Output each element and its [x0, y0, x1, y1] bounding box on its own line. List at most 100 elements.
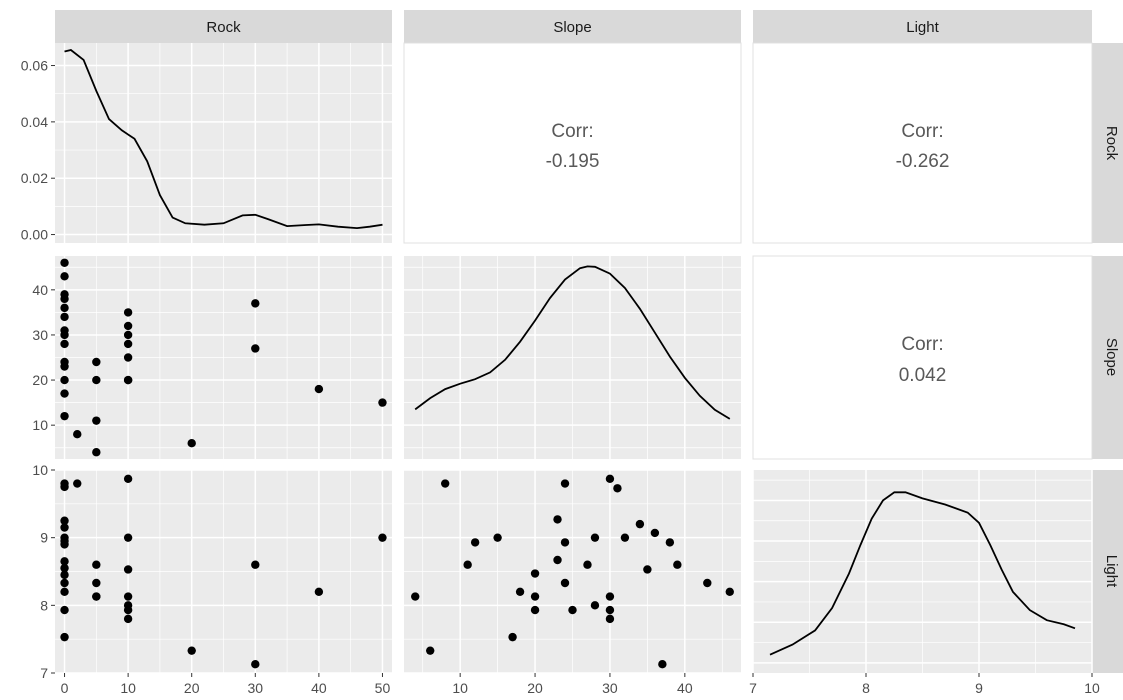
- corr-value: -0.262: [896, 151, 950, 172]
- point-rock-slope: [92, 416, 101, 425]
- point-slope-light: [515, 587, 525, 596]
- point-rock-light: [251, 660, 260, 669]
- point-rock-light: [123, 614, 133, 624]
- point-rock-slope: [187, 439, 196, 448]
- point-rock-light: [60, 632, 69, 642]
- column-strip-label-slope: Slope: [553, 19, 591, 36]
- point-slope-light: [440, 479, 450, 488]
- grid-rock-density: [55, 43, 392, 243]
- x-tick-label: 20: [184, 680, 200, 696]
- row-strip-label-rock: Rock: [1103, 126, 1120, 161]
- point-rock-light: [378, 533, 387, 542]
- point-rock-slope: [123, 308, 133, 317]
- x-tick-label: 30: [602, 680, 618, 696]
- y-tick-label: 20: [32, 372, 48, 388]
- column-strip-slope: Slope: [404, 10, 741, 43]
- point-rock-slope: [60, 411, 69, 421]
- point-slope-light: [635, 519, 645, 529]
- point-slope-light: [560, 578, 570, 588]
- y-tick-label: 30: [32, 327, 48, 343]
- point-slope-light: [590, 533, 600, 542]
- row-strip-slope: Slope: [1092, 256, 1123, 459]
- point-rock-slope: [73, 429, 82, 439]
- y-tick-label: 9: [40, 530, 48, 546]
- row-strip-rock: Rock: [1092, 43, 1123, 243]
- point-rock-slope: [60, 258, 69, 267]
- corr-label: Corr:: [901, 334, 943, 355]
- point-slope-light: [493, 533, 502, 542]
- point-rock-slope: [92, 448, 101, 457]
- y-tick-label: 0.06: [21, 58, 48, 74]
- corr-label: Corr:: [551, 121, 593, 142]
- point-slope-light: [605, 474, 615, 483]
- point-slope-light: [583, 560, 592, 569]
- corr-value: -0.195: [546, 151, 600, 172]
- x-axis-rock: 0 10 20 30 40 50: [61, 673, 391, 696]
- point-slope-light: [605, 614, 615, 624]
- grid-slope-density: [404, 256, 741, 459]
- corr-slope-light: Corr: 0.042: [899, 334, 947, 386]
- point-rock-light: [92, 560, 101, 569]
- point-slope-light: [553, 555, 562, 565]
- point-rock-light: [187, 646, 196, 655]
- point-rock-slope: [92, 357, 101, 367]
- point-rock-light: [60, 557, 69, 566]
- point-rock-light: [123, 605, 133, 615]
- row-strip-label-slope: Slope: [1103, 338, 1120, 376]
- x-axis-slope: 10 20 30 40: [452, 673, 693, 696]
- point-rock-light: [251, 560, 260, 569]
- column-strip-light: Light: [753, 10, 1092, 43]
- x-tick-label: 7: [749, 680, 757, 696]
- corr-rock-slope: Corr: -0.195: [546, 121, 600, 172]
- grid-rock-slope: [55, 256, 392, 459]
- point-rock-slope: [251, 344, 260, 353]
- x-tick-label: 10: [1084, 680, 1100, 696]
- density-line-light: [769, 491, 1076, 656]
- point-rock-slope: [60, 272, 69, 281]
- point-rock-slope: [60, 389, 69, 398]
- panel-corr-rock-light: [752, 42, 1093, 244]
- point-slope-light: [605, 592, 615, 601]
- x-tick-label: 40: [311, 680, 327, 696]
- point-rock-light: [73, 479, 82, 488]
- point-rock-light: [60, 516, 69, 525]
- column-strip-label-light: Light: [906, 19, 939, 36]
- y-tick-label: 0.04: [21, 114, 48, 130]
- point-rock-light: [123, 474, 133, 483]
- point-slope-light: [665, 538, 675, 547]
- point-rock-slope: [123, 330, 133, 340]
- point-slope-light: [605, 605, 615, 615]
- y-axis-rock-density: 0.00 0.02 0.04 0.06: [21, 58, 55, 243]
- point-slope-light: [560, 479, 570, 488]
- point-rock-slope: [60, 294, 69, 304]
- corr-rock-light: Corr: -0.262: [896, 121, 950, 172]
- point-slope-light: [560, 538, 570, 547]
- y-axis-slope: 10 20 30 40: [32, 282, 55, 433]
- point-rock-light: [60, 563, 69, 573]
- point-slope-light: [613, 484, 622, 493]
- panel-corr-rock-slope: [403, 42, 742, 244]
- density-line-rock: [64, 49, 383, 230]
- point-rock-slope: [60, 312, 69, 322]
- density-line-slope: [414, 265, 731, 420]
- x-tick-label: 9: [975, 680, 983, 696]
- point-slope-light: [508, 632, 517, 642]
- point-rock-light: [60, 523, 69, 532]
- point-slope-light: [725, 587, 734, 596]
- y-tick-label: 0.02: [21, 170, 48, 186]
- x-tick-label: 8: [862, 680, 870, 696]
- point-rock-slope: [123, 339, 133, 349]
- point-rock-light: [92, 578, 101, 588]
- y-tick-label: 10: [32, 462, 48, 478]
- point-slope-light: [658, 660, 667, 669]
- column-strip-label-rock: Rock: [206, 19, 241, 36]
- point-slope-light: [553, 515, 562, 524]
- point-slope-light: [568, 605, 577, 615]
- corr-label: Corr:: [901, 121, 943, 142]
- point-rock-slope: [92, 375, 101, 385]
- point-rock-slope: [123, 375, 133, 385]
- point-rock-slope: [60, 362, 69, 371]
- point-rock-light: [123, 565, 133, 574]
- x-tick-label: 50: [375, 680, 391, 696]
- point-slope-light: [411, 592, 420, 601]
